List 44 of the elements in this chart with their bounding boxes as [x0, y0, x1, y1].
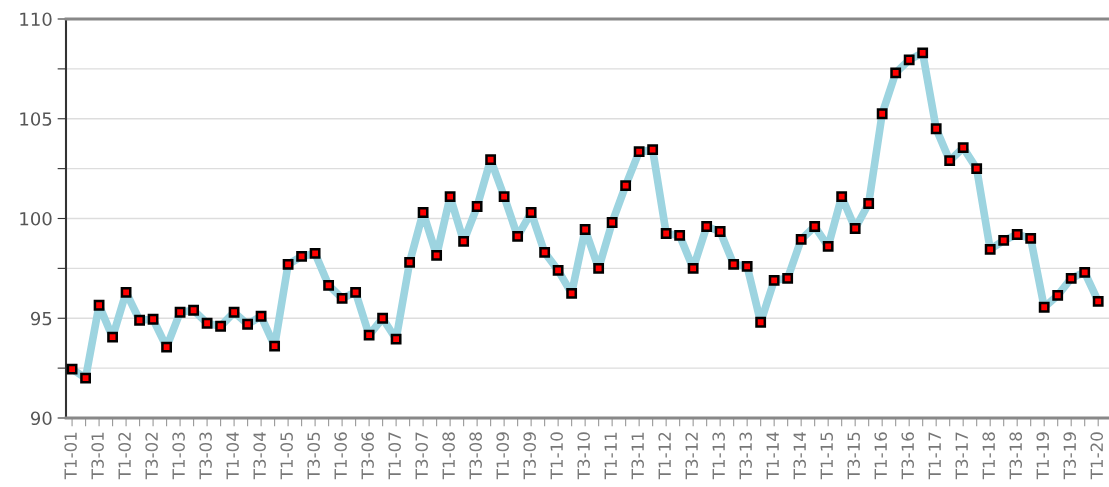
- x-tick-label: T1-01: [64, 432, 77, 480]
- x-tick-label: T3-15: [847, 432, 861, 480]
- y-tick-label: 100: [20, 211, 52, 226]
- x-tick-label: T1-20: [1090, 432, 1104, 480]
- x-tick-label: T1-14: [766, 432, 779, 480]
- x-tick-label: T3-08: [469, 432, 482, 480]
- y-tick-label: 95: [30, 311, 52, 326]
- x-tick-label: T3-02: [145, 432, 158, 480]
- x-tick-label: T3-19: [1063, 432, 1077, 480]
- x-tick-label: T3-07: [415, 432, 428, 480]
- x-tick-label: T3-10: [577, 432, 590, 480]
- x-tick-label: T1-15: [820, 432, 833, 480]
- x-tick-label: T3-01: [91, 432, 104, 480]
- x-tick-label: T1-02: [118, 432, 131, 480]
- x-tick-label: T1-06: [334, 432, 347, 480]
- x-tick-label: T1-13: [712, 432, 725, 480]
- x-tick-label: T3-11: [631, 432, 644, 480]
- x-tick-label: T3-12: [685, 432, 698, 480]
- x-tick-label: T1-11: [604, 432, 617, 480]
- x-tick-label: T3-16: [901, 432, 915, 480]
- x-tick-label: T3-13: [739, 432, 752, 480]
- x-tick-label: T3-17: [955, 432, 969, 480]
- x-tick-label: T3-09: [523, 432, 536, 480]
- x-tick-label: T1-12: [658, 432, 671, 480]
- x-tick-label: T1-05: [280, 432, 293, 480]
- x-tick-label: T1-04: [226, 432, 239, 480]
- x-tick-label: T3-06: [361, 432, 374, 480]
- x-tick-label: T3-18: [1009, 432, 1023, 480]
- x-tick-label: T1-09: [496, 432, 509, 480]
- x-tick-label: T3-03: [199, 432, 212, 480]
- x-tick-label: T1-07: [388, 432, 401, 480]
- x-tick-label: T3-05: [307, 432, 320, 480]
- x-tick-label: T1-16: [874, 432, 888, 480]
- x-tick-label: T3-04: [253, 432, 266, 480]
- y-tick-label: 90: [30, 411, 52, 426]
- x-tick-label: T1-08: [442, 432, 455, 480]
- x-tick-label: T1-19: [1036, 432, 1050, 480]
- y-tick-label: 110: [20, 12, 52, 27]
- y-tick-label: 105: [20, 112, 52, 126]
- x-tick-label: T1-03: [172, 432, 185, 480]
- x-tick-label: T3-14: [793, 432, 806, 480]
- x-tick-label: T1-10: [550, 432, 563, 480]
- x-tick-label: T1-17: [928, 432, 941, 480]
- x-tick-label: T1-18: [982, 432, 996, 480]
